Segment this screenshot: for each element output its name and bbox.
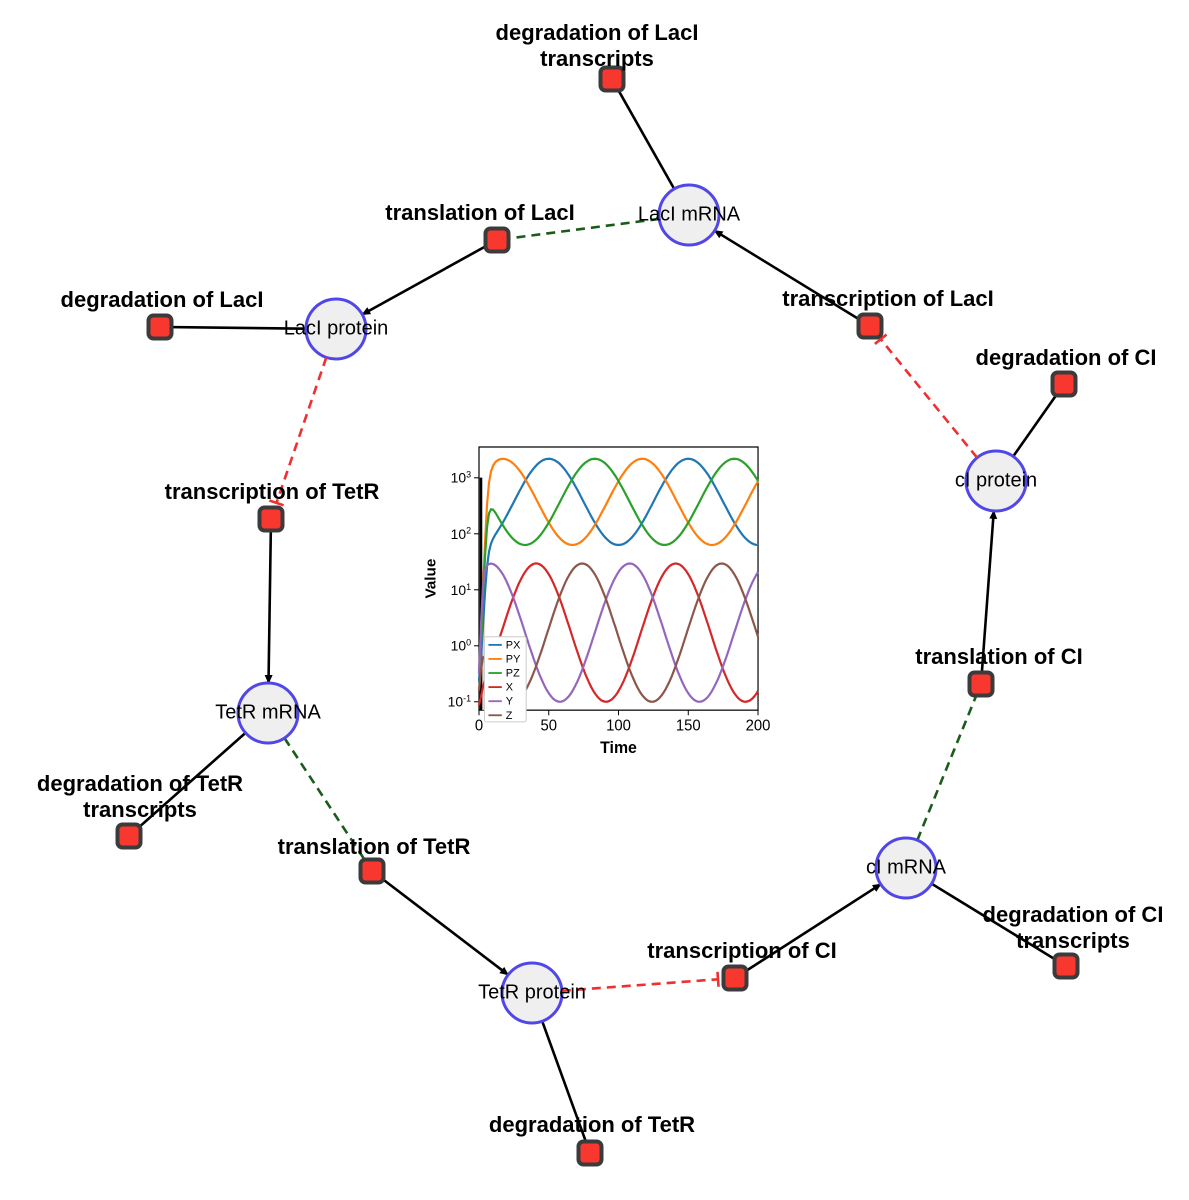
svg-text:10-1: 10-1 (448, 693, 471, 709)
svg-text:Z: Z (506, 710, 513, 722)
svg-text:150: 150 (676, 717, 701, 734)
svg-text:100: 100 (606, 717, 631, 734)
svg-text:Y: Y (506, 696, 514, 708)
svg-text:PX: PX (506, 639, 521, 651)
svg-text:50: 50 (540, 717, 557, 734)
svg-text:Value: Value (422, 559, 439, 599)
svg-text:X: X (506, 682, 514, 694)
svg-text:PZ: PZ (506, 667, 520, 679)
svg-text:0: 0 (475, 717, 483, 734)
svg-text:200: 200 (746, 717, 771, 734)
svg-text:100: 100 (451, 637, 471, 653)
svg-text:103: 103 (451, 470, 471, 486)
svg-text:102: 102 (451, 526, 471, 542)
svg-text:PY: PY (506, 653, 521, 665)
svg-text:101: 101 (451, 582, 471, 598)
svg-text:Time: Time (600, 739, 637, 757)
